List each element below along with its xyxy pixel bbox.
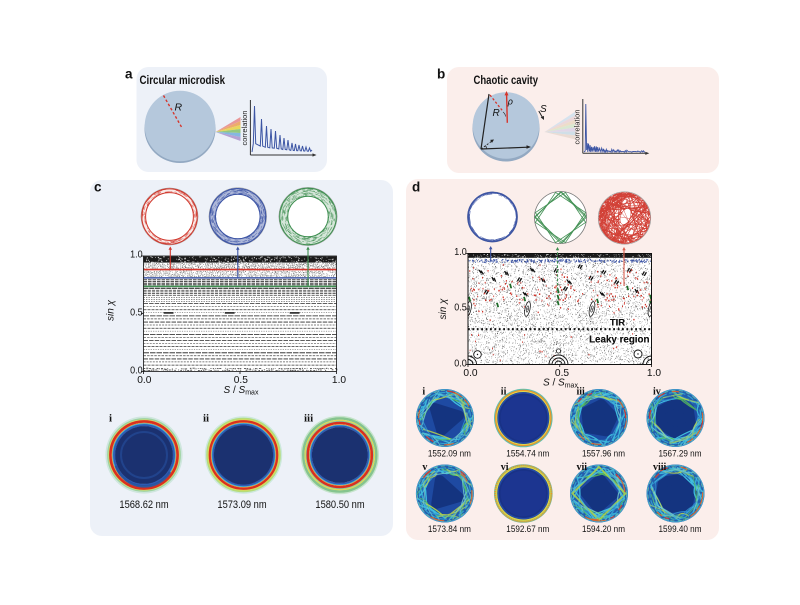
svg-text:R: R — [493, 108, 500, 119]
svg-text:0.0: 0.0 — [137, 375, 151, 386]
svg-text:1.0: 1.0 — [130, 248, 143, 260]
svg-text:i: i — [109, 413, 112, 425]
svg-text:1592.67 nm: 1592.67 nm — [506, 524, 549, 535]
svg-text:1567.29 nm: 1567.29 nm — [659, 448, 702, 459]
svg-text:0.5: 0.5 — [130, 307, 143, 319]
svg-text:S: S — [540, 104, 547, 115]
svg-text:0.5: 0.5 — [555, 368, 569, 379]
svg-text:sin χ: sin χ — [438, 298, 449, 320]
svg-text:ρ: ρ — [507, 97, 513, 107]
svg-text:1554.74 nm: 1554.74 nm — [506, 448, 549, 459]
svg-text:ii: ii — [501, 386, 507, 397]
svg-text:0.0: 0.0 — [454, 357, 467, 369]
svg-text:vi: vi — [501, 462, 509, 473]
svg-text:1557.96 nm: 1557.96 nm — [582, 448, 625, 459]
svg-text:0.0: 0.0 — [463, 368, 477, 379]
svg-text:c: c — [94, 180, 102, 195]
svg-text:Chaotic cavity: Chaotic cavity — [474, 75, 539, 87]
svg-text:1573.84 nm: 1573.84 nm — [428, 524, 471, 535]
svg-text:0.5: 0.5 — [234, 375, 248, 386]
svg-text:1.0: 1.0 — [647, 368, 661, 379]
svg-text:1.0: 1.0 — [332, 375, 346, 386]
svg-text:0.0: 0.0 — [130, 364, 143, 376]
svg-text:iii: iii — [304, 413, 313, 425]
svg-text:1580.50 nm: 1580.50 nm — [315, 499, 364, 511]
svg-text:ii: ii — [203, 413, 209, 425]
svg-text:S / Smax: S / Smax — [543, 378, 578, 390]
svg-text:vii: vii — [577, 462, 588, 473]
svg-text:correlation: correlation — [240, 110, 249, 145]
svg-text:1573.09 nm: 1573.09 nm — [217, 499, 266, 511]
svg-text:1.0: 1.0 — [454, 246, 467, 258]
svg-text:S / Smax: S / Smax — [224, 385, 259, 397]
svg-text:b: b — [437, 67, 445, 82]
svg-text:1594.20 nm: 1594.20 nm — [582, 524, 625, 535]
svg-text:TIR: TIR — [610, 318, 625, 329]
svg-text:sin χ: sin χ — [106, 299, 117, 321]
svg-text:1599.40 nm: 1599.40 nm — [659, 524, 702, 535]
svg-text:iv: iv — [653, 386, 661, 397]
svg-text:Leaky region: Leaky region — [589, 335, 649, 346]
svg-text:1568.62 nm: 1568.62 nm — [119, 499, 168, 511]
svg-text:TIR: TIR — [610, 318, 625, 329]
svg-text:viii: viii — [653, 462, 667, 473]
svg-text:d: d — [412, 180, 420, 195]
svg-text:correlation: correlation — [573, 109, 582, 144]
svg-text:a: a — [125, 67, 133, 82]
svg-text:i: i — [422, 386, 425, 397]
svg-text:R: R — [175, 102, 183, 114]
svg-text:0.5: 0.5 — [454, 302, 467, 314]
svg-text:iii: iii — [577, 386, 586, 397]
svg-text:v: v — [422, 462, 427, 473]
svg-text:1552.09 nm: 1552.09 nm — [428, 448, 471, 459]
svg-text:Circular microdisk: Circular microdisk — [140, 75, 226, 87]
svg-text:Leaky region: Leaky region — [589, 335, 649, 346]
